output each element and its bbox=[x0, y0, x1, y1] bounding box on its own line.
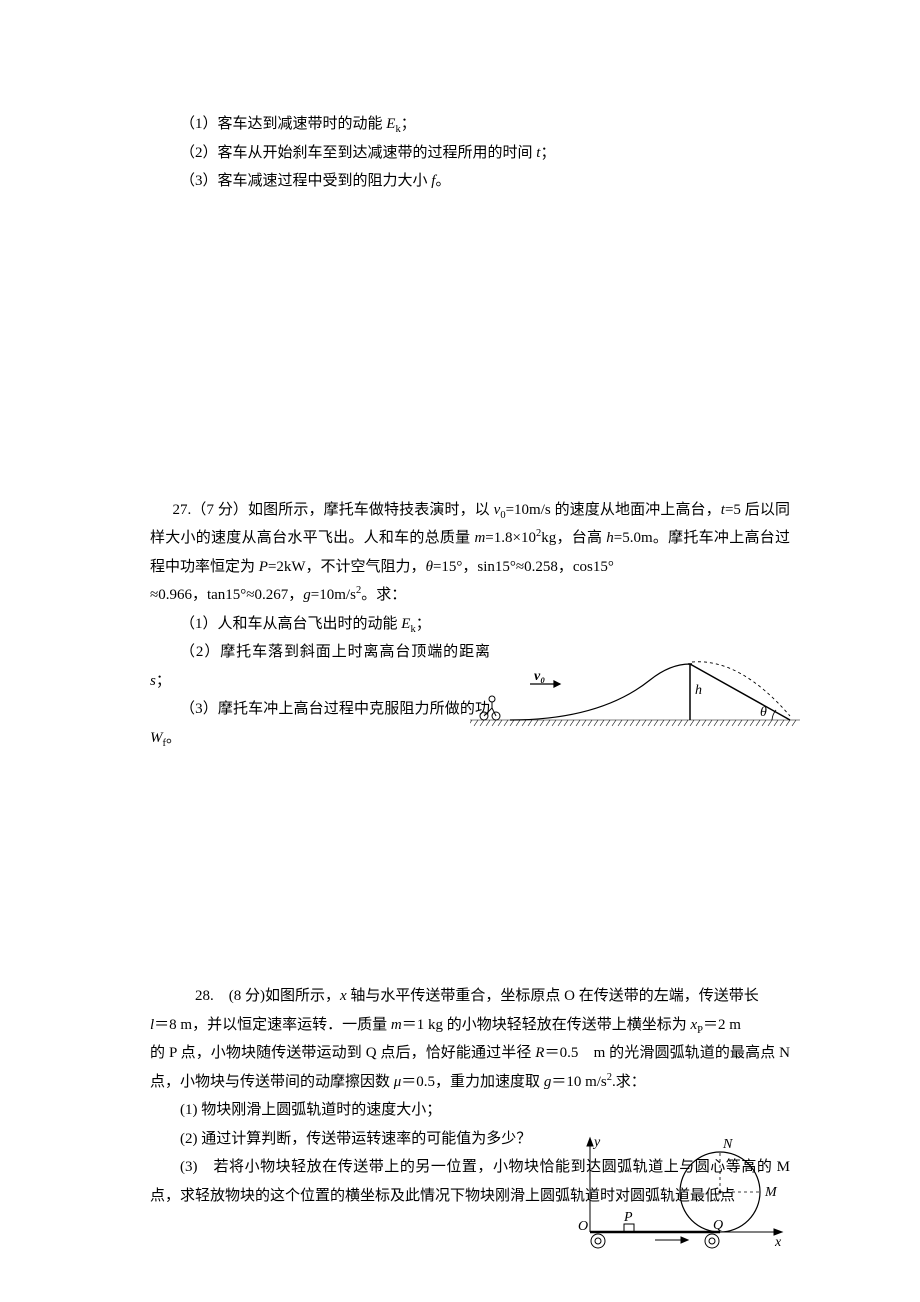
label-N: N bbox=[722, 1137, 733, 1152]
text: =1.8×10 bbox=[485, 530, 536, 546]
text: （2）客车从开始刹车至到达减速带的过程所用的时间 bbox=[180, 145, 536, 161]
vertical-gap-2 bbox=[150, 752, 790, 982]
text: （3）摩托车冲上高台过程中克服阻力所做的功 bbox=[180, 701, 490, 717]
text: （2）摩托车落到斜面上时离高台顶端的距离 bbox=[180, 644, 490, 660]
text: ； bbox=[416, 616, 431, 632]
label-h: h bbox=[695, 683, 702, 698]
q26-line-2: （2）客车从开始刹车至到达减速带的过程所用的时间 t； bbox=[150, 139, 790, 168]
label-P: P bbox=[623, 1210, 633, 1225]
text: =15°，sin15°≈0.258，cos15° bbox=[433, 559, 614, 575]
q28-line2: l＝8 m，并以恒定速率运转．一质量 m＝1 kg 的小物块轻轻放在传送带上横坐… bbox=[150, 1011, 790, 1040]
q26-line-1: （1）客车达到减速带时的动能 Ek； bbox=[150, 110, 790, 139]
q28-intro: 28. (8 分)如图所示，x 轴与水平传送带重合，坐标原点 O 在传送带的左端… bbox=[150, 982, 790, 1011]
text: 28. (8 分)如图所示， bbox=[195, 988, 340, 1004]
text: =10m/s 的速度从地面冲上高台， bbox=[506, 502, 721, 518]
text: ≈0.966，tan15°≈0.267， bbox=[150, 587, 303, 603]
var-g: g bbox=[303, 587, 311, 603]
q26-line-3: （3）客车减速过程中受到的阻力大小 f。 bbox=[150, 167, 790, 196]
text: ＝10 m/s bbox=[551, 1074, 606, 1090]
text: 。 bbox=[435, 173, 450, 189]
text: （3）客车减速过程中受到的阻力大小 bbox=[180, 173, 431, 189]
vertical-gap bbox=[150, 196, 790, 496]
text: 轴与水平传送带重合，坐标原点 O 在传送带的左端，传送带长 bbox=[347, 988, 759, 1004]
text: ＝8 m，并以恒定速率运转．一质量 bbox=[154, 1017, 391, 1033]
label-x: x bbox=[774, 1235, 782, 1250]
text: kg，台高 bbox=[541, 530, 606, 546]
text: 的 P 点，小物块随传送带运动到 Q 点后，恰好能通过半径 bbox=[150, 1045, 535, 1061]
text: =2kW，不计空气阻力， bbox=[268, 559, 426, 575]
q28-line3: 的 P 点，小物块随传送带运动到 Q 点后，恰好能通过半径 R＝0.5 m 的光… bbox=[150, 1039, 790, 1096]
var-m: m bbox=[391, 1017, 402, 1033]
text: 27.（7 分）如图所示，摩托车做特技表演时，以 bbox=[173, 502, 494, 518]
label-v0: v₀ bbox=[534, 669, 545, 684]
text: .求： bbox=[612, 1074, 646, 1090]
text: ； bbox=[401, 116, 416, 132]
q27-sub-3: （3）摩托车冲上高台过程中克服阻力所做的功 Wf。 bbox=[150, 695, 490, 752]
var-x: x bbox=[340, 988, 347, 1004]
var-W: W bbox=[150, 730, 163, 746]
q27-figure: v₀ h θ bbox=[470, 650, 800, 740]
q27-sub-1: （1）人和车从高台飞出时的动能 Ek； bbox=[150, 610, 490, 639]
text: （1）客车达到减速带时的动能 bbox=[180, 116, 386, 132]
q27-sub-2: （2）摩托车落到斜面上时离高台顶端的距离 s； bbox=[150, 638, 490, 695]
belt-circle-diagram-icon: y N M O P Q x bbox=[560, 1132, 790, 1262]
text: ； bbox=[156, 673, 171, 689]
q27-intro: 27.（7 分）如图所示，摩托车做特技表演时，以 v0=10m/s 的速度从地面… bbox=[150, 496, 790, 582]
label-O: O bbox=[578, 1219, 588, 1234]
ramp-diagram-icon: v₀ h θ bbox=[470, 650, 800, 740]
label-Q: Q bbox=[713, 1218, 723, 1233]
text: (1) 物块刚滑上圆弧轨道时的速度大小； bbox=[180, 1102, 441, 1118]
q27-sub-block: （1）人和车从高台飞出时的动能 Ek； （2）摩托车落到斜面上时离高台顶端的距离… bbox=[150, 610, 790, 753]
document-page: （1）客车达到减速带时的动能 Ek； （2）客车从开始刹车至到达减速带的过程所用… bbox=[0, 0, 920, 1302]
label-M: M bbox=[764, 1185, 778, 1200]
text: （1）人和车从高台飞出时的动能 bbox=[180, 616, 401, 632]
q27-sub-text: （1）人和车从高台飞出时的动能 Ek； （2）摩托车落到斜面上时离高台顶端的距离… bbox=[150, 610, 490, 753]
text: =10m/s bbox=[311, 587, 356, 603]
text: 。求： bbox=[361, 587, 406, 603]
var-h: h bbox=[606, 530, 614, 546]
var-theta: θ bbox=[426, 559, 433, 575]
text: ； bbox=[540, 145, 555, 161]
label-y: y bbox=[592, 1135, 601, 1150]
text: ＝0.5，重力加速度取 bbox=[401, 1074, 544, 1090]
text: (2) 通过计算判断，传送带运转速率的可能值为多少？ bbox=[180, 1131, 531, 1147]
label-theta: θ bbox=[760, 705, 767, 720]
var-P: P bbox=[259, 559, 268, 575]
text: 。 bbox=[166, 730, 181, 746]
text: ＝2 m bbox=[703, 1017, 741, 1033]
q27-line2: ≈0.966，tan15°≈0.267，g=10m/s2。求： bbox=[150, 581, 790, 610]
text: ＝1 kg 的小物块轻轻放在传送带上横坐标为 bbox=[402, 1017, 691, 1033]
q28-sub-1: (1) 物块刚滑上圆弧轨道时的速度大小； bbox=[150, 1096, 790, 1125]
q28-figure: y N M O P Q x bbox=[560, 1132, 790, 1262]
var-m: m bbox=[474, 530, 485, 546]
